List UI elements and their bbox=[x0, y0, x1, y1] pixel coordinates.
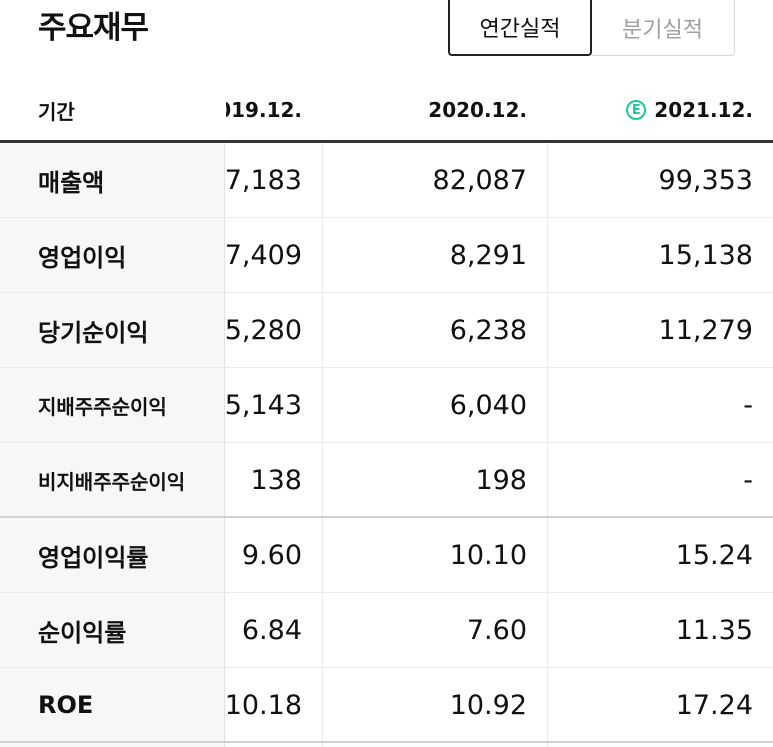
table-row: 비지배주주순이익 138 198 - bbox=[0, 443, 773, 518]
year-header: E 2021.12. bbox=[548, 80, 753, 140]
value-cell: 9.60 bbox=[241, 539, 302, 571]
row-label: ROE bbox=[38, 691, 94, 719]
row-label: 지배주주순이익 bbox=[38, 394, 167, 419]
value-cell: 6.84 bbox=[241, 614, 302, 646]
value-cell: 7.60 bbox=[466, 614, 527, 646]
value-cell: 15,138 bbox=[658, 239, 753, 271]
value-cell: 15.24 bbox=[675, 539, 753, 571]
value-cell: 5,143 bbox=[226, 389, 302, 421]
table-header: 기간 019.12. 2020.12. E 2021.12. bbox=[0, 80, 773, 140]
value-cell: - bbox=[743, 389, 753, 421]
table-row: 당기순이익 5,280 6,238 11,279 bbox=[0, 293, 773, 368]
row-label: 비지배주주순이익 bbox=[38, 469, 186, 494]
value-cell: 8,291 bbox=[449, 239, 527, 271]
value-cell: 198 bbox=[475, 464, 527, 496]
value-cell: 77,183 bbox=[226, 164, 302, 196]
quarterly-tab[interactable]: 분기실적 bbox=[591, 0, 735, 56]
value-cell: 82,087 bbox=[432, 164, 527, 196]
value-cell: 7,409 bbox=[226, 239, 302, 271]
table-row: 순이익률 6.84 7.60 11.35 bbox=[0, 593, 773, 668]
year-header: 2020.12. bbox=[428, 98, 527, 122]
annual-tab[interactable]: 연간실적 bbox=[448, 0, 592, 56]
period-label: 기간 bbox=[38, 99, 75, 124]
table-row: 지배주주순이익 5,143 6,040 - bbox=[0, 368, 773, 443]
row-label: 매출액 bbox=[38, 168, 105, 197]
value-cell: 10.10 bbox=[449, 539, 527, 571]
table-row: 영업이익 7,409 8,291 15,138 bbox=[0, 218, 773, 293]
header-rule bbox=[0, 140, 773, 143]
estimate-icon: E bbox=[626, 100, 647, 120]
row-label: 순이익률 bbox=[38, 618, 127, 647]
page-title: 주요재무 bbox=[38, 10, 149, 46]
row-label: 영업이익 bbox=[38, 243, 127, 272]
table-row: 영업이익률 9.60 10.10 15.24 bbox=[0, 518, 773, 593]
row-label: 영업이익률 bbox=[38, 543, 149, 572]
value-cell: 11.35 bbox=[675, 614, 753, 646]
value-cell: 10.92 bbox=[449, 689, 527, 721]
table-row: 매출액 77,183 82,087 99,353 bbox=[0, 143, 773, 218]
year-header: 019.12. bbox=[226, 98, 302, 122]
row-label: 당기순이익 bbox=[38, 318, 149, 347]
column-divider bbox=[547, 143, 548, 747]
column-divider bbox=[322, 143, 323, 747]
value-cell: 99,353 bbox=[658, 164, 753, 196]
table-row: ROE 10.18 10.92 17.24 bbox=[0, 668, 773, 743]
value-cell: 6,040 bbox=[449, 389, 527, 421]
left-column-bg bbox=[0, 143, 225, 747]
value-cell: 11,279 bbox=[658, 314, 753, 346]
value-cell: 6,238 bbox=[449, 314, 527, 346]
year-header-text: 2021.12. bbox=[654, 98, 753, 122]
value-cell: 5,280 bbox=[226, 314, 302, 346]
value-cell: - bbox=[743, 464, 753, 496]
value-cell: 17.24 bbox=[675, 689, 753, 721]
value-cell: 10.18 bbox=[226, 689, 302, 721]
value-cell: 138 bbox=[250, 464, 302, 496]
